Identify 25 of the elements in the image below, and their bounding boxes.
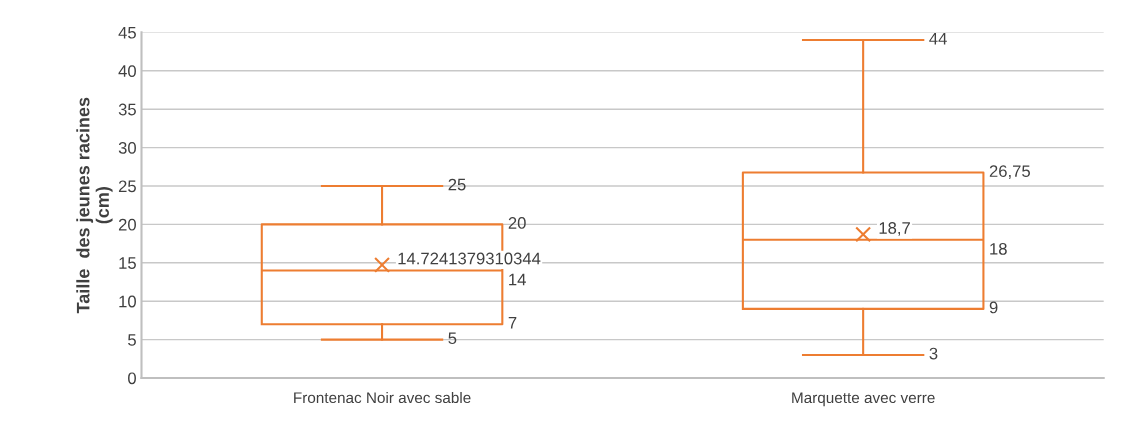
annotation: 14 [509, 273, 526, 286]
y-axis-title: Taille des jeunes racines (cm) [76, 97, 113, 314]
x-tick-label: Marquette avec verre [792, 392, 935, 407]
x-tick-label: Frontenac Noir avec sable [294, 391, 471, 404]
y-tick-label: 15 [119, 257, 136, 269]
y-tick-label: 20 [118, 218, 136, 231]
y-tick-label: 40 [118, 65, 136, 77]
annotation: 44 [929, 32, 947, 45]
y-tick-label: 25 [118, 180, 136, 193]
y-tick-label: 35 [118, 103, 136, 116]
y-tick-label: 45 [118, 26, 136, 39]
y-tick-label: 5 [128, 334, 136, 346]
y-tick-label: 0 [128, 372, 136, 385]
annotation: 3 [929, 347, 938, 360]
annotation: 9 [989, 301, 998, 314]
annotation: 18,7 [879, 222, 910, 236]
annotation: 26,75 [989, 165, 1030, 179]
annotation: 7 [508, 317, 517, 329]
y-tick-label: 30 [118, 142, 136, 154]
annotation: 14.7241379310344 [398, 252, 541, 265]
annotation: 5 [448, 332, 457, 345]
annotation: 25 [448, 178, 466, 191]
annotation: 20 [508, 217, 526, 229]
annotation: 18 [990, 242, 1007, 255]
y-tick-label: 10 [119, 295, 136, 308]
